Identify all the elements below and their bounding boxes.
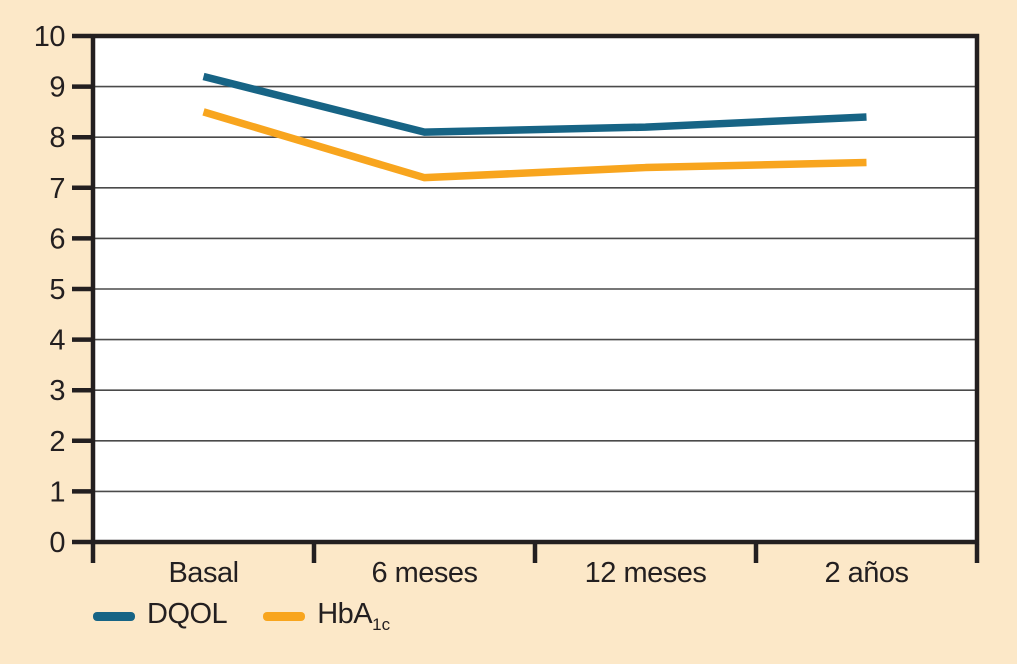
y-tick-label-6: 6 [49, 223, 65, 255]
y-tick-label-3: 3 [49, 375, 65, 407]
line-chart: 0 1 2 3 4 5 6 7 8 9 10 Basal 6 meses 12 meses 2 años [34, 21, 980, 589]
series-line-dqol [202, 72, 867, 136]
legend-label-dqol-text: DQOL [147, 598, 228, 630]
legend-label-dqol: DQOL [147, 598, 228, 635]
legend-label-hba1c-text: HbA [317, 598, 373, 630]
y-tick-label-4: 4 [49, 325, 65, 357]
y-tick-label-7: 7 [49, 173, 65, 205]
legend-item-hba1c: HbA1c [263, 598, 390, 635]
legend-swatch-hba1c [263, 612, 306, 621]
y-tick-label-0: 0 [49, 527, 65, 559]
y-tick-label-2: 2 [49, 426, 65, 458]
x-tick-label-0: Basal [168, 557, 238, 589]
legend-label-hba1c-subscript: 1c [372, 615, 391, 634]
plot-border [90, 33, 980, 545]
x-tick-label-1: 6 meses [371, 557, 477, 589]
y-tick-label-5: 5 [49, 274, 65, 306]
legend-item-dqol: DQOL [93, 598, 228, 635]
y-tick-label-1: 1 [49, 476, 65, 508]
chart-legend: DQOL HbA1c [93, 598, 390, 635]
y-tick-label-8: 8 [49, 122, 65, 154]
x-tick-label-2: 12 meses [585, 557, 707, 589]
y-tick-label-10: 10 [34, 21, 65, 53]
legend-label-hba1c: HbA1c [317, 598, 390, 635]
series-line-hba [202, 108, 867, 182]
y-tick-label-9: 9 [49, 72, 65, 104]
x-tick-label-3: 2 años [824, 557, 908, 589]
legend-swatch-dqol [93, 612, 135, 621]
